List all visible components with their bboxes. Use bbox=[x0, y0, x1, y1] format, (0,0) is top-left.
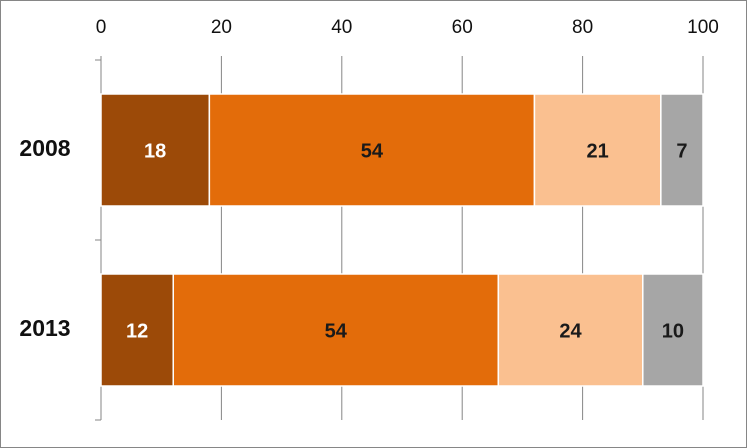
x-tick-label: 40 bbox=[331, 17, 352, 38]
bar-segment bbox=[533, 93, 662, 207]
bar-segment bbox=[497, 273, 644, 387]
x-tick-label: 100 bbox=[687, 17, 719, 38]
data-label: 24 bbox=[559, 320, 582, 342]
bar-segment bbox=[100, 93, 211, 207]
x-tick-label: 80 bbox=[572, 17, 593, 38]
bar-segment bbox=[642, 273, 704, 387]
data-label: 10 bbox=[662, 320, 684, 342]
data-label: 21 bbox=[587, 140, 609, 162]
category-label: 2013 bbox=[19, 315, 70, 341]
category-label: 2008 bbox=[19, 135, 70, 161]
data-label: 7 bbox=[676, 140, 687, 162]
x-tick-label: 0 bbox=[96, 17, 107, 38]
bar-segment bbox=[660, 93, 704, 207]
data-label: 18 bbox=[144, 140, 166, 162]
x-tick-label: 20 bbox=[211, 17, 232, 38]
bar-segment bbox=[172, 273, 500, 387]
x-tick-label: 60 bbox=[452, 17, 473, 38]
bar-segment bbox=[208, 93, 536, 207]
data-label: 54 bbox=[325, 320, 348, 342]
data-label: 54 bbox=[361, 140, 384, 162]
bar-segment bbox=[100, 273, 174, 387]
data-label: 12 bbox=[126, 320, 148, 342]
